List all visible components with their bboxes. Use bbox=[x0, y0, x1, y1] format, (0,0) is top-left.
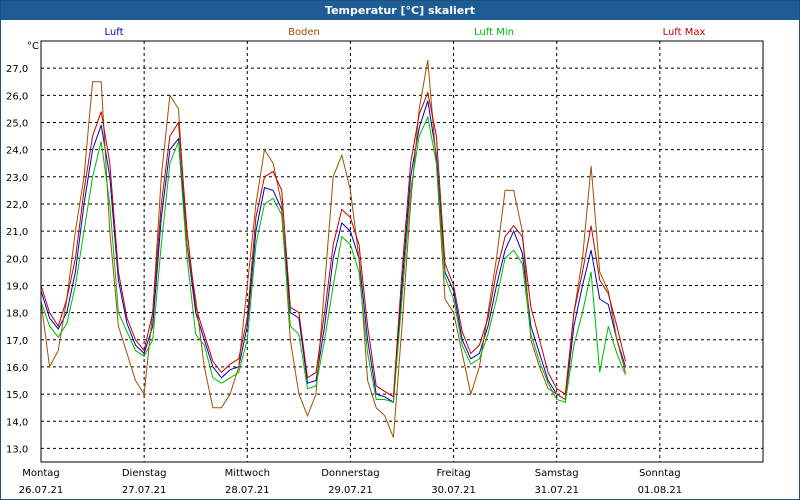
series-lines bbox=[40, 59, 626, 438]
legend-entry-luft: Luft bbox=[105, 27, 124, 38]
y-tick-label: 18,0 bbox=[6, 309, 28, 320]
series-line-boden bbox=[40, 59, 626, 438]
x-tick-weekday: Donnerstag bbox=[321, 468, 379, 479]
y-tick-label: 27,0 bbox=[6, 64, 28, 75]
y-tick-label: 22,0 bbox=[6, 200, 28, 211]
y-axis: 13,0 14,0 15,0 16,0 17,0 18,0 19,0 20,0 21,0 22,0… bbox=[6, 41, 39, 455]
window-title: Temperatur [°C] skaliert bbox=[1, 1, 799, 20]
x-tick-date: 01.08.21 bbox=[638, 485, 683, 496]
y-axis-unit: °C bbox=[27, 41, 39, 52]
legend-entry-luft-max: Luft Max bbox=[663, 27, 706, 38]
y-tick-label: 25,0 bbox=[6, 118, 28, 129]
x-tick-weekday: Mittwoch bbox=[225, 468, 270, 479]
x-tick-date: 27.07.21 bbox=[122, 485, 167, 496]
temperature-chart: 13,0 14,0 15,0 16,0 17,0 18,0 19,0 20,0 21,0 22,0… bbox=[6, 27, 764, 496]
legend-entry-luft-min: Luft Min bbox=[474, 27, 514, 38]
y-tick-label: 21,0 bbox=[6, 227, 28, 238]
x-tick-date: 29.07.21 bbox=[328, 485, 373, 496]
y-tick-label: 17,0 bbox=[6, 336, 28, 347]
x-tick-weekday: Samstag bbox=[535, 468, 579, 479]
y-tick-label: 26,0 bbox=[6, 91, 28, 102]
x-tick-weekday: Montag bbox=[22, 468, 59, 479]
legend: Luft Boden Luft Min Luft Max bbox=[105, 27, 706, 38]
x-tick-date: 28.07.21 bbox=[225, 485, 270, 496]
x-tick-date: 31.07.21 bbox=[534, 485, 579, 496]
y-tick-label: 20,0 bbox=[6, 254, 28, 265]
legend-entry-boden: Boden bbox=[288, 27, 320, 38]
series-line-luft-max bbox=[40, 90, 626, 398]
plot-border bbox=[40, 40, 764, 463]
plot-frame bbox=[40, 40, 764, 463]
y-tick-label: 19,0 bbox=[6, 281, 28, 292]
grid bbox=[41, 41, 763, 462]
y-tick-label: 24,0 bbox=[6, 146, 28, 157]
x-tick-weekday: Sonntag bbox=[639, 468, 681, 479]
x-tick-date: 26.07.21 bbox=[19, 485, 64, 496]
y-tick-label: 23,0 bbox=[6, 173, 28, 184]
y-tick-label: 13,0 bbox=[6, 444, 28, 455]
series-line-luft-min bbox=[40, 115, 626, 403]
y-tick-label: 14,0 bbox=[6, 417, 28, 428]
x-tick-weekday: Freitag bbox=[436, 468, 470, 479]
x-axis: Montag 26.07.21 Dienstag 27.07.21 Mittwoch 28… bbox=[19, 468, 682, 496]
y-tick-label: 15,0 bbox=[6, 390, 28, 401]
x-tick-date: 30.07.21 bbox=[431, 485, 476, 496]
y-tick-label: 16,0 bbox=[6, 363, 28, 374]
x-tick-weekday: Dienstag bbox=[122, 468, 167, 479]
